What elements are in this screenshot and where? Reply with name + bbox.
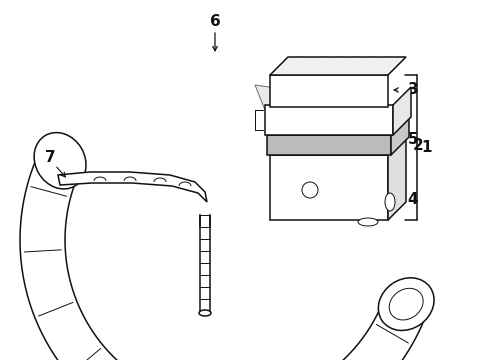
Polygon shape bbox=[20, 151, 427, 360]
Ellipse shape bbox=[34, 132, 86, 189]
Bar bbox=[267, 135, 391, 155]
Circle shape bbox=[302, 182, 318, 198]
Text: 4: 4 bbox=[408, 193, 418, 207]
Ellipse shape bbox=[358, 218, 378, 226]
Polygon shape bbox=[270, 57, 406, 75]
Text: 5: 5 bbox=[408, 132, 418, 148]
Ellipse shape bbox=[378, 278, 434, 330]
Ellipse shape bbox=[199, 310, 211, 316]
Polygon shape bbox=[393, 87, 411, 135]
Text: 3: 3 bbox=[408, 82, 418, 98]
Text: 2: 2 bbox=[413, 138, 424, 153]
Polygon shape bbox=[270, 137, 406, 155]
Bar bbox=[270, 155, 388, 220]
Polygon shape bbox=[388, 137, 406, 220]
Polygon shape bbox=[391, 117, 409, 155]
Text: 1: 1 bbox=[422, 139, 432, 154]
Polygon shape bbox=[58, 172, 207, 202]
Text: 6: 6 bbox=[210, 14, 220, 30]
Polygon shape bbox=[255, 85, 380, 145]
Text: 7: 7 bbox=[45, 150, 55, 166]
Ellipse shape bbox=[389, 288, 423, 320]
Bar bbox=[265, 105, 393, 135]
Bar bbox=[270, 75, 388, 107]
Polygon shape bbox=[267, 117, 409, 135]
Ellipse shape bbox=[385, 193, 395, 211]
